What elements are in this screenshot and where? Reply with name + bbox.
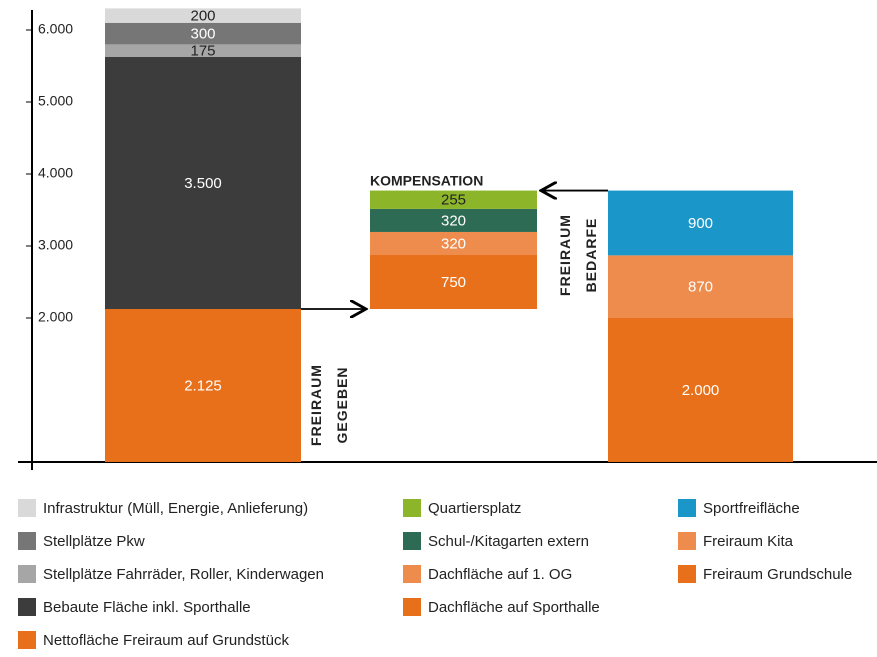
bar-segment (370, 231, 537, 255)
data-label: 900 (688, 215, 713, 232)
data-label: 175 (190, 43, 215, 60)
legend-label: Stellplätze Fahrräder, Roller, Kinderwag… (43, 566, 324, 583)
y-tick-label: 6.000 (38, 21, 73, 37)
bar-segment (105, 309, 301, 462)
annotation-line: GEGEBEN (334, 366, 350, 443)
legend-label: Infrastruktur (Müll, Energie, Anlieferun… (43, 500, 308, 517)
legend-swatch (678, 499, 696, 517)
y-tick-label: 5.000 (38, 93, 73, 109)
legend-swatch (403, 598, 421, 616)
data-label: 750 (441, 274, 466, 291)
bar-segment (370, 190, 537, 209)
legend-swatch (18, 565, 36, 583)
legend-label: Freiraum Grundschule (703, 566, 852, 583)
legend-swatch (403, 532, 421, 550)
data-label: 255 (441, 192, 466, 209)
legend-swatch (18, 631, 36, 649)
legend-swatch (18, 532, 36, 550)
annotation-line: BEDARFE (583, 218, 599, 293)
bar-segment (370, 255, 537, 309)
legend-label: Schul-/Kitagarten extern (428, 533, 589, 550)
data-label: 3.500 (184, 175, 222, 192)
legend-label: Stellplätze Pkw (43, 533, 145, 550)
y-tick-label: 4.000 (38, 165, 73, 181)
legend-swatch (403, 499, 421, 517)
annotation: FREIRAUM BEDARFE (557, 214, 599, 296)
legend-label: Dachfläche auf Sporthalle (428, 599, 600, 616)
y-tick-label: 3.000 (38, 237, 73, 253)
data-label: 2.125 (184, 377, 222, 394)
legend-swatch (18, 598, 36, 616)
data-label: 2.000 (682, 382, 720, 399)
y-tick-label: 2.000 (38, 309, 73, 325)
legend-label: Bebaute Fläche inkl. Sporthalle (43, 599, 251, 616)
legend-label: Sportfreifläche (703, 500, 800, 517)
legend-label: Freiraum Kita (703, 533, 794, 550)
annotation: KOMPENSATION (370, 173, 483, 189)
bar-segment (105, 22, 301, 45)
data-label: 320 (441, 235, 466, 252)
bar-segment (105, 57, 301, 309)
legend-label: Nettofläche Freiraum auf Grundstück (43, 632, 289, 649)
data-label: 300 (190, 26, 215, 43)
bar-segment (370, 208, 537, 232)
legend-swatch (678, 565, 696, 583)
bar-segment (608, 190, 793, 256)
data-label: 320 (441, 212, 466, 229)
annotation-line: FREIRAUM (557, 214, 573, 296)
bar-segment (105, 8, 301, 23)
bar-segment (105, 44, 301, 57)
legend-swatch (18, 499, 36, 517)
data-label: 200 (190, 8, 215, 25)
legend-swatch (678, 532, 696, 550)
legend-swatch (403, 565, 421, 583)
annotation-line: FREIRAUM (308, 364, 324, 446)
annotation: FREIRAUM GEGEBEN (308, 364, 350, 446)
data-label: 870 (688, 279, 713, 296)
bar-segment (608, 318, 793, 462)
legend-label: Dachfläche auf 1. OG (428, 566, 572, 583)
bar-segment (608, 255, 793, 318)
legend-label: Quartiersplatz (428, 500, 521, 517)
